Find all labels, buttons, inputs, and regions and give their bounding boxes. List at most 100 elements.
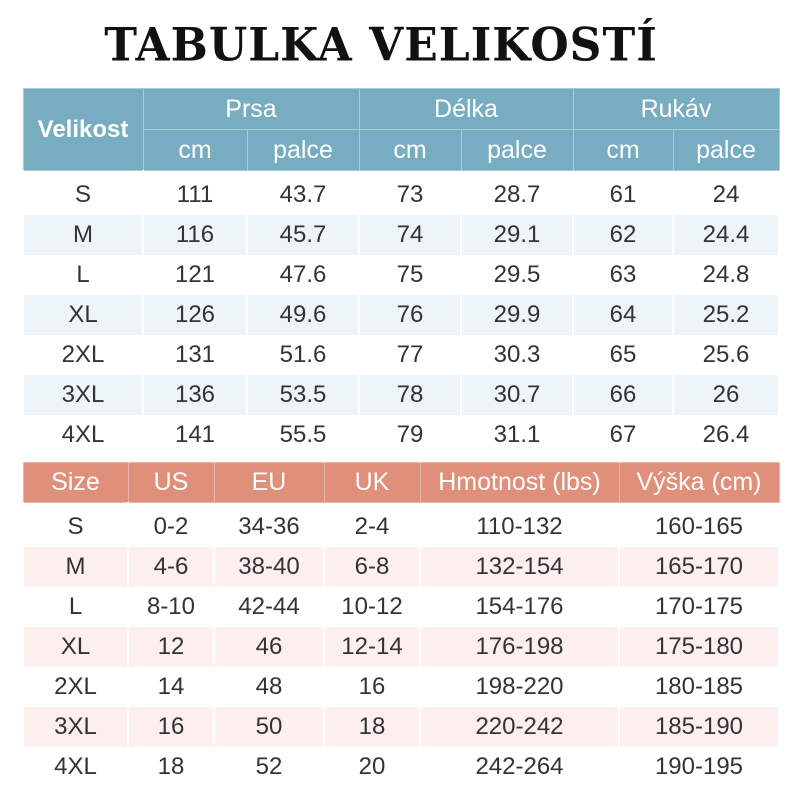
table-cell: 55.5	[246, 414, 360, 455]
table-row: M 4-6 38-40 6-8 132-154 165-170	[22, 546, 780, 587]
table-cell: 154-176	[419, 586, 620, 627]
table-cell: 160-165	[618, 506, 780, 547]
table-cell: 26.4	[672, 414, 781, 455]
table-cell: 24.4	[672, 214, 781, 255]
table-row: XL 126 49.6 76 29.9 64 25.2	[22, 294, 781, 335]
table-cell: S	[22, 506, 129, 547]
table-cell: 77	[358, 334, 462, 375]
table-cell: 18	[323, 706, 421, 747]
table-cell: 132-154	[419, 546, 620, 587]
table-cell: 198-220	[419, 666, 620, 707]
table-cell: 53.5	[246, 374, 360, 415]
table-cell: 110-132	[419, 506, 620, 547]
size-header: Velikost	[22, 88, 144, 171]
unit-header: palce	[672, 129, 780, 171]
table-cell: 3XL	[22, 374, 144, 415]
group-header: Prsa	[142, 88, 360, 130]
table-cell: 0-2	[127, 506, 215, 547]
table-row: L 121 47.6 75 29.5 63 24.8	[22, 254, 781, 295]
unit-header: cm	[142, 129, 248, 171]
table-cell: 25.2	[672, 294, 781, 335]
table-cell: 185-190	[618, 706, 780, 747]
table-cell: 10-12	[323, 586, 421, 627]
unit-header: palce	[246, 129, 360, 171]
table-cell: 136	[142, 374, 248, 415]
table-cell: 2-4	[323, 506, 421, 547]
table-cell: 76	[358, 294, 462, 335]
table-cell: 176-198	[419, 626, 620, 667]
table-cell: 24	[672, 174, 781, 215]
table-row: M 116 45.7 74 29.1 62 24.4	[22, 214, 781, 255]
table-cell: 18	[127, 746, 215, 787]
table-cell: 65	[572, 334, 675, 375]
table-cell: 180-185	[618, 666, 780, 707]
table-row: 3XL 136 53.5 78 30.7 66 26	[22, 374, 781, 415]
table-cell: 50	[213, 706, 325, 747]
table-cell: 29.5	[459, 254, 575, 295]
table-cell: 12-14	[323, 626, 421, 667]
table-cell: 121	[142, 254, 248, 295]
table-cell: 4-6	[127, 546, 215, 587]
table-cell: 47.6	[246, 254, 360, 295]
table-row: 2XL 14 48 16 198-220 180-185	[22, 666, 780, 707]
table-cell: 24.8	[672, 254, 781, 295]
table-cell: 26	[672, 374, 781, 415]
table-cell: 48	[213, 666, 325, 707]
table-cell: 66	[572, 374, 675, 415]
table-cell: 67	[572, 414, 675, 455]
table-cell: 28.7	[459, 174, 575, 215]
table-cell: 4XL	[22, 414, 144, 455]
table-row: 4XL 18 52 20 242-264 190-195	[22, 746, 780, 787]
table-cell: 242-264	[419, 746, 620, 787]
table-cell: 61	[572, 174, 675, 215]
table-cell: 51.6	[246, 334, 360, 375]
unit-header: palce	[460, 129, 574, 171]
table-cell: 16	[127, 706, 215, 747]
table-cell: M	[22, 546, 129, 587]
table-cell: 46	[213, 626, 325, 667]
group-header: Délka	[358, 88, 574, 130]
table-cell: 111	[142, 174, 248, 215]
table-cell: 29.9	[459, 294, 575, 335]
table-cell: 38-40	[213, 546, 325, 587]
column-header: UK	[323, 462, 421, 503]
table-cell: S	[22, 174, 144, 215]
table-cell: 8-10	[127, 586, 215, 627]
table-cell: 170-175	[618, 586, 780, 627]
table-cell: M	[22, 214, 144, 255]
measurements-table: Velikost Prsa Délka Rukáv cm palce cm palce…	[22, 88, 781, 455]
table-cell: 52	[213, 746, 325, 787]
table-cell: 45.7	[246, 214, 360, 255]
table-cell: 2XL	[22, 334, 144, 375]
table-cell: 63	[572, 254, 675, 295]
table-cell: 3XL	[22, 706, 129, 747]
table-cell: 116	[142, 214, 248, 255]
column-header: Výška (cm)	[618, 462, 780, 503]
column-header: Size	[22, 462, 129, 503]
table-cell: 175-180	[618, 626, 780, 667]
unit-header: cm	[358, 129, 462, 171]
table-cell: 2XL	[22, 666, 129, 707]
group-header: Rukáv	[572, 88, 780, 130]
page-title: TABULKA VELIKOSTÍ	[104, 18, 658, 73]
table-cell: 165-170	[618, 546, 780, 587]
table-cell: 64	[572, 294, 675, 335]
table-cell: 78	[358, 374, 462, 415]
table-cell: 49.6	[246, 294, 360, 335]
unit-header: cm	[572, 129, 674, 171]
table-row: 2XL 131 51.6 77 30.3 65 25.6	[22, 334, 781, 375]
table-cell: 29.1	[459, 214, 575, 255]
table-cell: XL	[22, 626, 129, 667]
table-row: XL 12 46 12-14 176-198 175-180	[22, 626, 780, 667]
table-row: L 8-10 42-44 10-12 154-176 170-175	[22, 586, 780, 627]
table-cell: 30.7	[459, 374, 575, 415]
table-cell: 6-8	[323, 546, 421, 587]
column-header: EU	[213, 462, 325, 503]
table-cell: 62	[572, 214, 675, 255]
table-cell: L	[22, 586, 129, 627]
table-row: 3XL 16 50 18 220-242 185-190	[22, 706, 780, 747]
table-cell: 74	[358, 214, 462, 255]
table-cell: XL	[22, 294, 144, 335]
table-cell: 16	[323, 666, 421, 707]
column-header: US	[127, 462, 215, 503]
